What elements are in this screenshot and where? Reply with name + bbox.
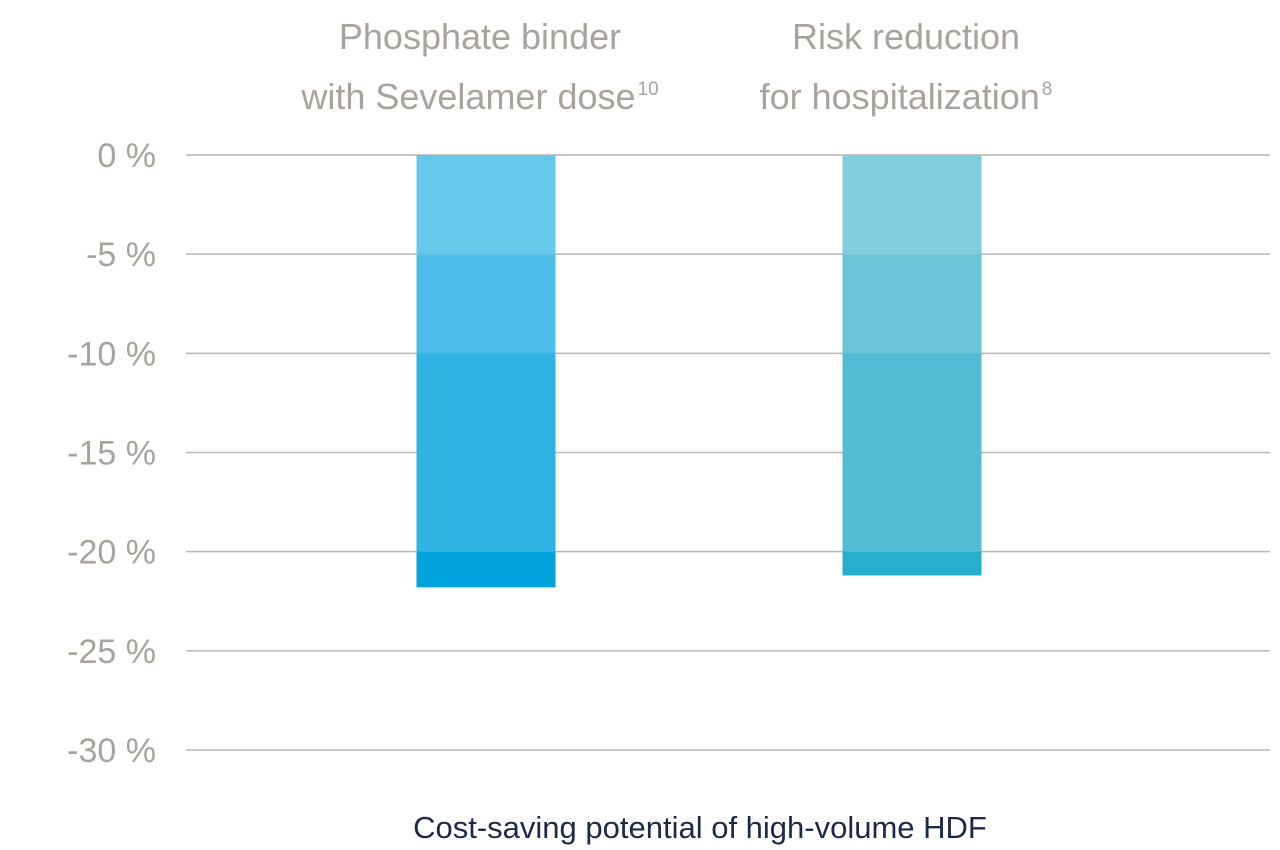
bar-segment — [842, 155, 982, 255]
bar-1 — [416, 155, 556, 588]
category-label-line1: Phosphate binder — [339, 16, 621, 57]
category-labels: Phosphate binder with Sevelamer dose 10 Ris… — [300, 16, 1052, 117]
bar-2 — [842, 155, 982, 576]
category-label-1: Phosphate binder with Sevelamer dose 10 — [300, 16, 658, 117]
category-label-line2-text: for hospitalization — [760, 76, 1040, 117]
category-label-line2: with Sevelamer dose 10 — [300, 76, 658, 117]
y-tick-label: -5 % — [86, 236, 156, 274]
bar-segment — [416, 551, 556, 588]
bar-segment — [416, 254, 556, 354]
y-tick-label: -10 % — [67, 335, 156, 373]
y-tick-label: 0 % — [97, 137, 156, 175]
category-label-line2: for hospitalization 8 — [760, 76, 1053, 117]
y-tick-label: -20 % — [67, 534, 156, 572]
category-label-2: Risk reduction for hospitalization 8 — [760, 16, 1053, 117]
bars — [416, 155, 982, 588]
x-axis-label: Cost-saving potential of high-volume HDF — [413, 810, 987, 845]
y-tick-label: -25 % — [67, 633, 156, 671]
y-tick-label: -30 % — [67, 732, 156, 770]
bar-segment — [842, 254, 982, 354]
y-axis-tick-labels: 0 % -5 % -10 % -15 % -20 % -25 % -30 % — [67, 137, 156, 770]
bar-segment — [416, 155, 556, 255]
footnote-superscript: 8 — [1042, 79, 1053, 100]
bar-segment — [842, 551, 982, 576]
category-label-line1: Risk reduction — [792, 16, 1020, 57]
category-label-line2-text: with Sevelamer dose — [300, 76, 635, 117]
gridlines — [186, 154, 1270, 751]
footnote-superscript: 10 — [638, 79, 659, 100]
bar-segment — [842, 353, 982, 552]
y-tick-label: -15 % — [67, 435, 156, 473]
bar-segment — [416, 353, 556, 552]
